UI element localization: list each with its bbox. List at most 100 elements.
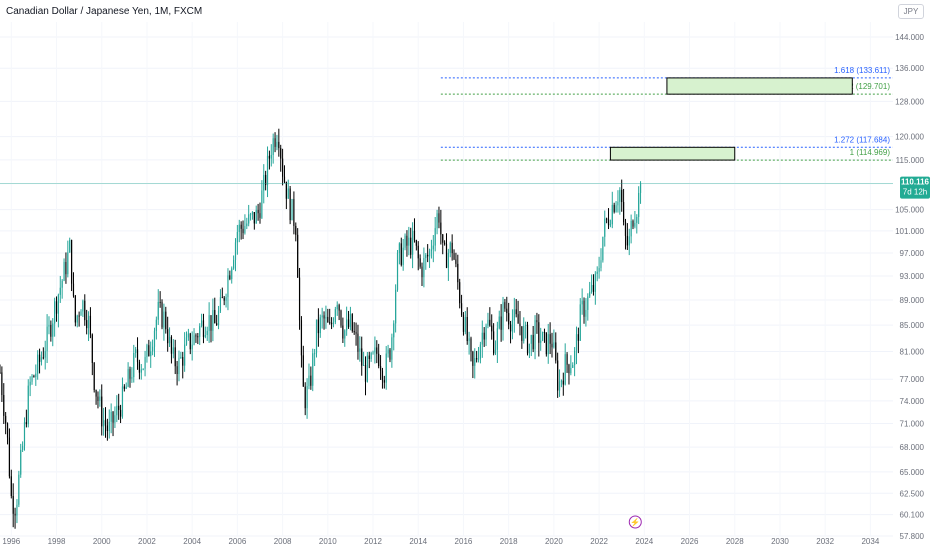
candle-body [391, 337, 393, 360]
candle-body [349, 314, 352, 327]
candle-body [479, 344, 482, 359]
candle-body [378, 353, 380, 367]
candle-body [487, 319, 489, 326]
candle-body [200, 320, 203, 327]
candle-body [598, 268, 600, 272]
candle-body [468, 338, 470, 342]
candle-body [261, 190, 263, 218]
candle-body [287, 188, 289, 199]
y-tick-label: 85.000 [900, 321, 925, 330]
x-tick-label: 2020 [545, 537, 563, 546]
candle-body [428, 251, 431, 257]
candle-body [285, 181, 287, 199]
x-tick-label: 2018 [500, 537, 518, 546]
candle-body [483, 332, 485, 340]
candle-body [528, 343, 530, 354]
candle-body [289, 188, 291, 221]
candle-body [472, 351, 474, 366]
candle-body [568, 364, 570, 374]
candle-body [445, 243, 448, 268]
candle-body [379, 366, 382, 371]
candle-body [182, 357, 184, 366]
candle-body [383, 380, 385, 383]
candle-body [91, 334, 93, 363]
candle-body [615, 205, 617, 212]
x-tick-label: 2012 [364, 537, 382, 546]
candle-body [50, 324, 52, 337]
candle-body [609, 224, 612, 226]
candle-body [244, 225, 246, 234]
candle-body [1, 372, 3, 395]
candle-body [280, 148, 282, 159]
candle-body [234, 242, 237, 260]
candle-body [106, 425, 108, 432]
candle-body [138, 362, 141, 373]
candle-body [95, 389, 97, 397]
candle-body [572, 365, 574, 368]
candle-body [167, 329, 169, 344]
candle-body [508, 313, 510, 325]
fib-level-label: 1.272 (117.684) [834, 135, 890, 144]
x-tick-label: 2034 [861, 537, 879, 546]
candle-body [101, 396, 103, 427]
candle-body [389, 349, 391, 360]
y-tick-label: 144.000 [895, 33, 924, 42]
y-tick-label: 68.000 [900, 443, 925, 452]
candle-body [611, 204, 613, 225]
candle-body [506, 308, 508, 314]
candle-body [67, 252, 69, 275]
candle-body [590, 284, 593, 292]
candle-body [278, 141, 280, 149]
candle-body [396, 252, 399, 290]
candle-body [545, 332, 547, 355]
currency-button[interactable]: JPY [898, 4, 924, 19]
x-tick-label: 2026 [681, 537, 699, 546]
candle-body [119, 409, 122, 417]
target-zones [609, 77, 853, 161]
candle-body [248, 214, 250, 224]
candle-body [351, 314, 353, 332]
candle-body [364, 365, 367, 382]
candle-body [515, 309, 517, 315]
candle-body [564, 354, 566, 385]
candle-body [434, 228, 436, 246]
candle-body [184, 344, 186, 366]
candle-body [246, 223, 248, 226]
candle-body [142, 368, 144, 370]
candle-body [272, 138, 274, 155]
candle-body [523, 325, 525, 341]
candle-body [536, 320, 538, 323]
candle-body [146, 345, 148, 358]
candle-body [363, 365, 365, 367]
candles [0, 128, 642, 529]
candle-body [148, 345, 150, 357]
candle-body [557, 360, 559, 391]
candle-body [136, 349, 139, 363]
candle-body [430, 249, 433, 252]
candle-body [366, 355, 368, 382]
y-tick-label: 77.000 [900, 375, 925, 384]
candle-body [20, 449, 22, 475]
candle-body [10, 476, 12, 497]
fib-level-label: 1.618 (133.611) [834, 66, 890, 75]
candle-body [560, 380, 563, 382]
candle-body [127, 369, 129, 387]
candle-body [460, 303, 463, 315]
candle-body [502, 302, 504, 330]
candle-body [624, 221, 627, 236]
candle-body [276, 141, 278, 147]
candle-body [596, 271, 598, 274]
candle-body [185, 337, 188, 345]
candle-body [540, 340, 542, 343]
candle-body [370, 353, 372, 359]
candle-body [35, 373, 37, 378]
candle-body [176, 366, 178, 375]
candle-body [302, 355, 304, 387]
price-tag-bg [900, 176, 930, 199]
x-tick-label: 2030 [771, 537, 789, 546]
candle-body [455, 259, 457, 264]
candle-body [357, 333, 359, 352]
candle-body [427, 254, 429, 257]
x-tick-label: 2014 [409, 537, 427, 546]
